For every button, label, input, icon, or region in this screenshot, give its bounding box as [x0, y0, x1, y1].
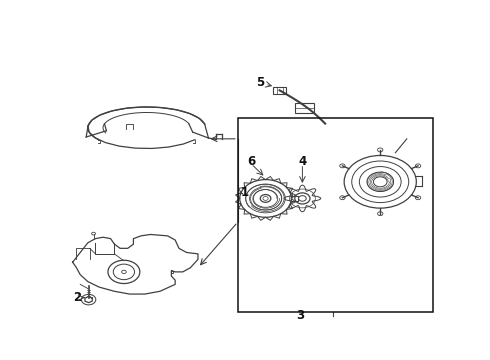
- Bar: [295, 103, 314, 113]
- Bar: [273, 87, 286, 94]
- Text: 4: 4: [298, 154, 307, 167]
- Bar: [238, 118, 433, 312]
- Text: 6: 6: [247, 154, 255, 167]
- Text: 1: 1: [241, 186, 249, 199]
- Text: 2: 2: [74, 291, 82, 304]
- Text: 3: 3: [296, 310, 305, 323]
- Text: 5: 5: [256, 76, 265, 89]
